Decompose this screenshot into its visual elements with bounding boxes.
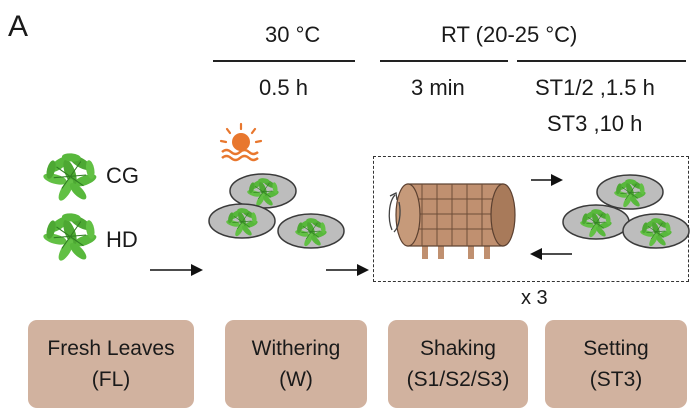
- tray-icon: [623, 214, 689, 248]
- stage-abbr: (FL): [91, 368, 131, 391]
- time-setting-st12: ST1/2 ,1.5 h: [535, 75, 655, 100]
- rotate-icon: [388, 192, 401, 233]
- drum-icon: [395, 183, 516, 259]
- time-setting-st3: ST3 ,10 h: [547, 111, 643, 136]
- tray-icon: [597, 175, 663, 209]
- tray-icon: [563, 205, 629, 239]
- leaf-label-cg: CG: [106, 163, 139, 188]
- tray-icon: [278, 214, 344, 248]
- header-rule-shaking: [380, 60, 508, 62]
- temperature-withering: 30 °C: [265, 22, 321, 47]
- stage-abbr: (S1/S2/S3): [406, 368, 510, 391]
- temperature-room: RT (20-25 °C): [441, 22, 578, 47]
- leaf-label-hd: HD: [106, 227, 138, 252]
- stage-setting: Setting (ST3): [545, 320, 687, 408]
- tray-icon: [209, 204, 275, 238]
- stage-withering: Withering (W): [225, 320, 367, 408]
- panel-label: A: [8, 10, 29, 43]
- header-rule-withering: [213, 60, 355, 62]
- stage-abbr: (W): [279, 368, 313, 391]
- stage-name: Setting: [583, 337, 649, 360]
- tray-icon: [230, 174, 296, 208]
- header-rule-setting: [517, 60, 686, 62]
- time-withering: 0.5 h: [259, 75, 308, 100]
- leaf-icon-cg: [41, 152, 99, 204]
- leaf-icon-hd: [41, 212, 99, 264]
- stage-name: Fresh Leaves: [47, 337, 175, 360]
- arrow-icon: [150, 174, 572, 276]
- stage-name: Withering: [251, 337, 341, 360]
- sun-icon: [219, 122, 263, 162]
- shaking-cycle-box: [373, 156, 689, 282]
- stage-name: Shaking: [420, 337, 496, 360]
- stage-abbr: (ST3): [589, 368, 643, 391]
- stage-fresh-leaves: Fresh Leaves (FL): [28, 320, 194, 408]
- repeat-count-label: x 3: [521, 287, 548, 309]
- stage-shaking: Shaking (S1/S2/S3): [388, 320, 528, 408]
- time-shaking: 3 min: [411, 75, 465, 100]
